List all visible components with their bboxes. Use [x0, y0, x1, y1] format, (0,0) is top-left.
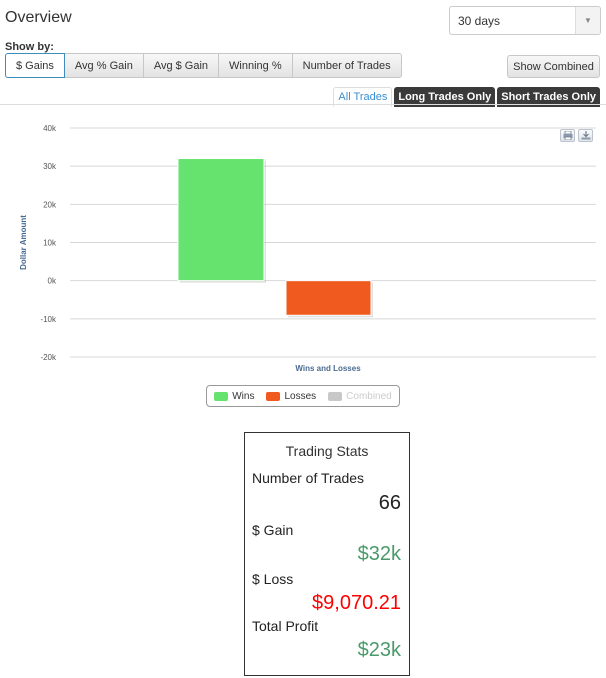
date-range-value: 30 days: [458, 13, 501, 28]
legend-item-losses[interactable]: Losses: [266, 391, 316, 402]
legend-item-wins[interactable]: Wins: [214, 391, 254, 402]
tab-all-trades[interactable]: All Trades: [333, 87, 393, 107]
y-tick-label: 10k: [43, 239, 57, 248]
number-of-trades-button[interactable]: Number of Trades: [291, 53, 402, 78]
y-tick-label: -10k: [40, 315, 57, 324]
gains-button[interactable]: $ Gains: [5, 53, 65, 78]
gain-label: $ Gain: [252, 522, 294, 538]
stats-title: Trading Stats: [285, 443, 369, 459]
combined-swatch: [328, 391, 343, 401]
bar-wins: [177, 158, 265, 282]
legend-label-wins: Wins: [232, 390, 255, 402]
y-tick-label: 40k: [43, 124, 57, 133]
page-title: Overview: [5, 9, 72, 26]
chevron-down-icon[interactable]: ▼: [575, 7, 600, 34]
show-by-label: Show by:: [5, 41, 54, 53]
tab-divider: [0, 104, 606, 105]
winning-percent-button[interactable]: Winning %: [218, 53, 293, 78]
losses-swatch: [266, 391, 281, 401]
avg-dollar-gain-button[interactable]: Avg $ Gain: [142, 53, 220, 78]
show-combined-button[interactable]: Show Combined: [507, 55, 600, 78]
y-tick-label: 0k: [48, 277, 57, 286]
print-icon[interactable]: [560, 129, 575, 142]
wins-losses-chart: 40k 30k 20k 10k 0k -10k -20k Dollar Amount Wins …: [19, 124, 596, 373]
legend-item-combined[interactable]: Combined: [328, 391, 392, 402]
legend-label-losses: Losses: [284, 390, 317, 402]
number-of-trades-label: Number of Trades: [252, 470, 365, 486]
trading-stats-panel: Trading Stats Number of Trades 66 $ Gain…: [244, 432, 410, 676]
trade-type-tabs: All Trades Long Trades Only Short Trades…: [333, 87, 600, 107]
y-axis-label: Dollar Amount: [19, 215, 28, 270]
chart-toolbar: [560, 129, 593, 142]
tab-long-trades-only[interactable]: Long Trades Only: [394, 87, 496, 107]
x-axis-label: Wins and Losses: [295, 364, 361, 373]
wins-swatch: [214, 391, 229, 401]
loss-label: $ Loss: [252, 571, 294, 587]
bar-losses: [285, 280, 372, 316]
avg-percent-gain-button[interactable]: Avg % Gain: [63, 53, 144, 78]
total-profit-label: Total Profit: [252, 618, 319, 634]
number-of-trades-value: 66: [378, 492, 401, 514]
y-tick-label: -20k: [40, 353, 57, 362]
y-tick-label: 20k: [43, 200, 57, 209]
loss-value: $9,070.21: [312, 592, 401, 614]
legend-label-combined: Combined: [346, 390, 392, 402]
tab-short-trades-only[interactable]: Short Trades Only: [497, 87, 600, 107]
y-tick-label: 30k: [43, 162, 57, 171]
gain-value: $32k: [357, 543, 401, 565]
show-by-group: $ Gains Avg % Gain Avg $ Gain Winning % …: [5, 53, 402, 78]
chart-legend: Wins Losses Combined: [206, 385, 400, 407]
download-icon[interactable]: [578, 129, 593, 142]
total-profit-value: $23k: [357, 639, 401, 661]
date-range-select[interactable]: 30 days ▼: [449, 6, 601, 35]
